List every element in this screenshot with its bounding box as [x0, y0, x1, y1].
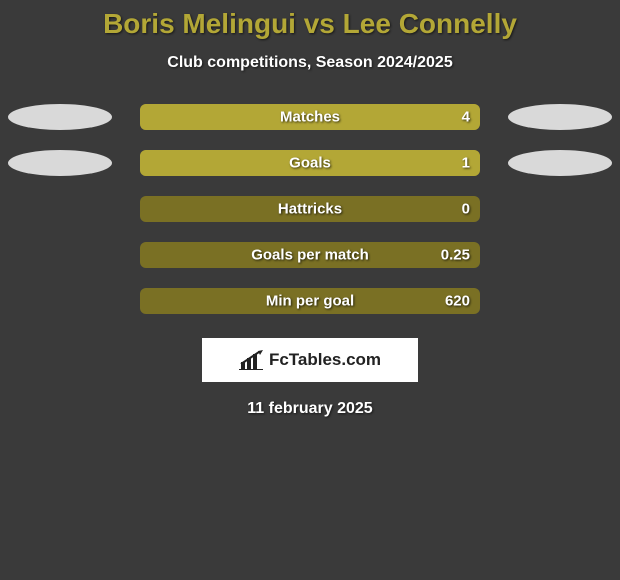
side-ellipse-right	[508, 150, 612, 176]
stat-row: Goals 1	[0, 150, 620, 176]
stat-row: Min per goal 620	[0, 288, 620, 314]
bar-chart-icon	[239, 350, 263, 370]
stat-label: Hattricks	[278, 201, 342, 218]
stat-label: Matches	[280, 109, 340, 126]
logo-text: FcTables.com	[269, 350, 381, 370]
stat-label: Goals	[289, 155, 331, 172]
stat-value: 1	[462, 155, 470, 172]
stat-value: 620	[445, 293, 470, 310]
comparison-subtitle: Club competitions, Season 2024/2025	[0, 54, 620, 72]
stat-value: 0.25	[441, 247, 470, 264]
side-ellipse-left	[8, 104, 112, 130]
stat-bar: Min per goal 620	[140, 288, 480, 314]
side-ellipse-right	[508, 104, 612, 130]
comparison-title: Boris Melingui vs Lee Connelly	[0, 0, 620, 40]
stats-container: Matches 4 Goals 1 Hattricks 0 Goals per match 0…	[0, 104, 620, 314]
date-text: 11 february 2025	[0, 400, 620, 418]
stat-row: Hattricks 0	[0, 196, 620, 222]
stat-row: Matches 4	[0, 104, 620, 130]
fctables-logo[interactable]: FcTables.com	[202, 338, 418, 382]
stat-bar: Hattricks 0	[140, 196, 480, 222]
stat-value: 4	[462, 109, 470, 126]
stat-bar: Goals per match 0.25	[140, 242, 480, 268]
stat-bar: Matches 4	[140, 104, 480, 130]
stat-value: 0	[462, 201, 470, 218]
stat-label: Goals per match	[251, 247, 369, 264]
stat-row: Goals per match 0.25	[0, 242, 620, 268]
side-ellipse-left	[8, 150, 112, 176]
stat-label: Min per goal	[266, 293, 354, 310]
stat-bar: Goals 1	[140, 150, 480, 176]
